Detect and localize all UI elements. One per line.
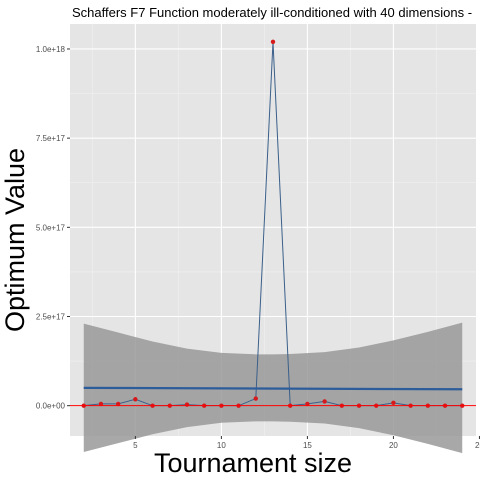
data-point bbox=[270, 39, 276, 45]
data-point bbox=[115, 401, 121, 407]
x-axis: 5 10 15 20 25 bbox=[133, 436, 480, 450]
y-tick-label: 0.0e+00 bbox=[36, 402, 66, 411]
x-tick-label: 5 bbox=[133, 441, 138, 450]
x-axis-title: Tournament size bbox=[154, 448, 352, 478]
y-tick-label: 2.5e+17 bbox=[36, 313, 66, 322]
trend-line bbox=[83, 386, 463, 391]
data-point bbox=[322, 399, 327, 404]
x-tick-label: 15 bbox=[303, 441, 312, 450]
chart-title: Schaffers F7 Function moderately ill-con… bbox=[72, 5, 472, 20]
data-point bbox=[391, 400, 396, 406]
y-tick-label: 7.5e+17 bbox=[36, 134, 66, 143]
data-point bbox=[133, 397, 138, 402]
x-tick-label: 10 bbox=[217, 441, 226, 450]
x-tick-label: 25 bbox=[475, 441, 480, 450]
y-axis-title: Optimum Value bbox=[0, 148, 30, 332]
y-tick-label: 1.0e+18 bbox=[36, 45, 66, 54]
y-axis: 0.0e+00 2.5e+17 5.0e+17 7.5e+17 1.0e+18 bbox=[36, 45, 70, 411]
data-point bbox=[253, 396, 258, 401]
y-tick-label: 5.0e+17 bbox=[36, 223, 66, 232]
data-point bbox=[98, 401, 104, 407]
x-tick-label: 20 bbox=[389, 441, 398, 450]
data-point bbox=[305, 401, 310, 407]
trend-layer bbox=[83, 386, 463, 391]
